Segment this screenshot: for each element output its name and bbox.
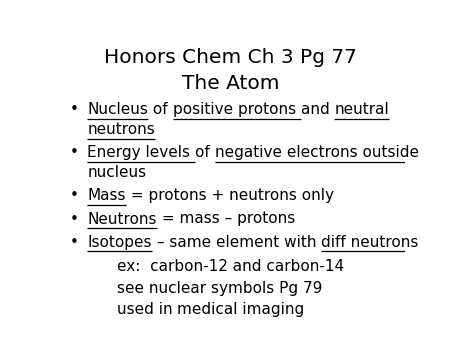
Text: Neutrons: Neutrons xyxy=(87,212,157,226)
Text: diff neutrons: diff neutrons xyxy=(321,235,419,249)
Text: Honors Chem Ch 3 Pg 77: Honors Chem Ch 3 Pg 77 xyxy=(104,48,357,67)
Text: = protons + neutrons only: = protons + neutrons only xyxy=(126,188,334,203)
Text: •: • xyxy=(70,145,79,160)
Text: •: • xyxy=(70,235,79,249)
Text: The Atom: The Atom xyxy=(182,74,279,93)
Text: neutral: neutral xyxy=(334,102,389,117)
Text: used in: used in xyxy=(117,303,177,317)
Text: Energy levels: Energy levels xyxy=(87,145,195,160)
Text: see nuclear symbols Pg 79: see nuclear symbols Pg 79 xyxy=(117,281,322,296)
Text: Isotopes: Isotopes xyxy=(87,235,152,249)
Text: Nucleus: Nucleus xyxy=(87,102,148,117)
Text: nucleus: nucleus xyxy=(87,165,146,180)
Text: •: • xyxy=(70,212,79,226)
Text: medical imaging: medical imaging xyxy=(177,303,305,317)
Text: •: • xyxy=(70,102,79,117)
Text: – same element with: – same element with xyxy=(152,235,321,249)
Text: and: and xyxy=(301,102,334,117)
Text: •: • xyxy=(70,188,79,203)
Text: neutrons: neutrons xyxy=(87,122,155,137)
Text: negative electrons outside: negative electrons outside xyxy=(215,145,419,160)
Text: positive protons: positive protons xyxy=(173,102,301,117)
Text: ex:  carbon-12 and carbon-14: ex: carbon-12 and carbon-14 xyxy=(117,259,344,274)
Text: of: of xyxy=(195,145,215,160)
Text: = mass – protons: = mass – protons xyxy=(157,212,295,226)
Text: of: of xyxy=(148,102,173,117)
Text: Mass: Mass xyxy=(87,188,126,203)
